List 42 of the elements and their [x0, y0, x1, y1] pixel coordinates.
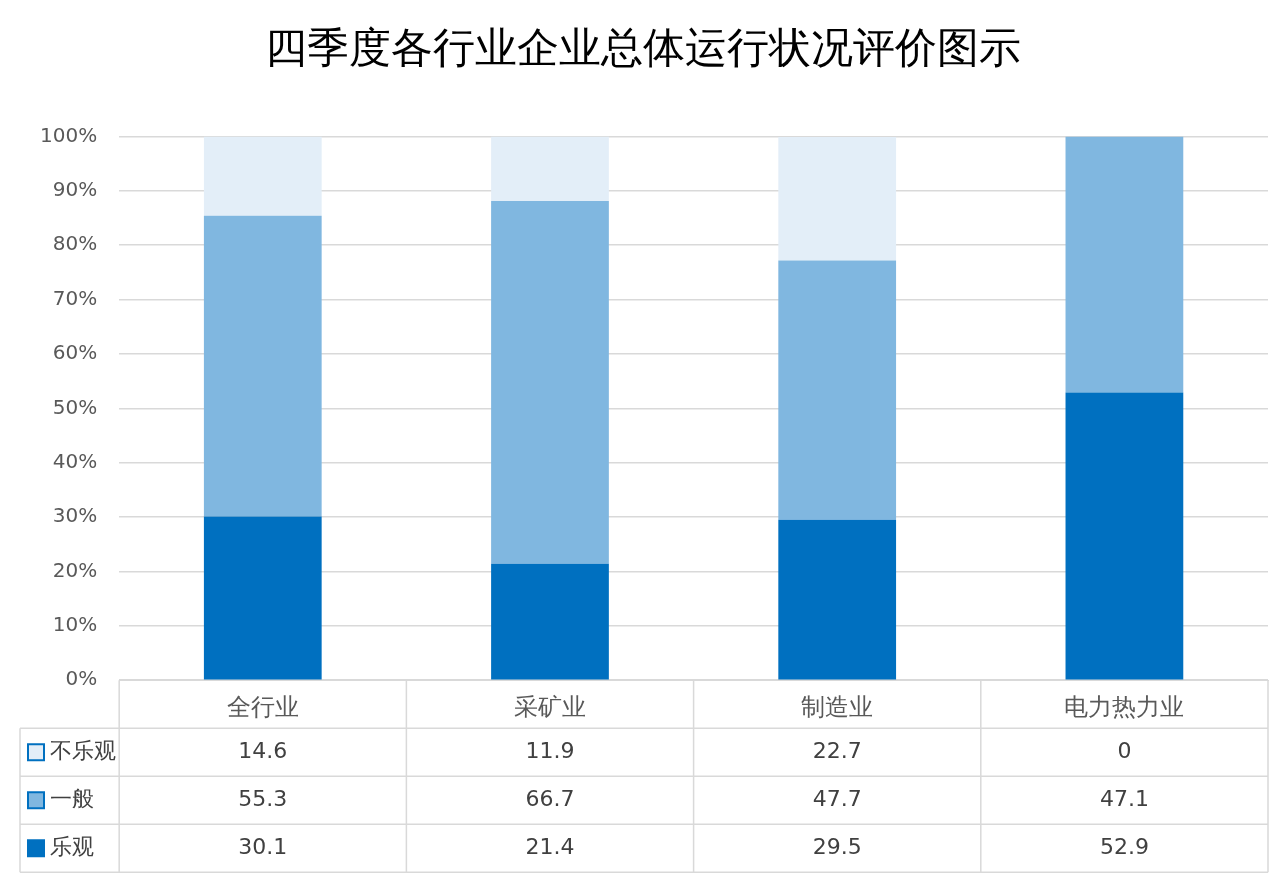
- bar: [491, 563, 609, 680]
- legend-label: 乐观: [50, 833, 94, 859]
- data-label: 22.7: [812, 737, 862, 763]
- y-tick-label: 70%: [52, 285, 98, 310]
- data-label: 11.9: [525, 737, 575, 763]
- y-tick-label: 10%: [52, 612, 98, 637]
- legend-label: 一般: [50, 785, 94, 811]
- x-tick-label: 制造业: [801, 692, 874, 721]
- y-tick-label: 60%: [52, 340, 98, 365]
- y-tick-label: 100%: [39, 122, 98, 147]
- data-label: 0: [1117, 737, 1132, 763]
- y-tick-label: 30%: [52, 503, 98, 528]
- data-label: 55.3: [238, 785, 288, 811]
- bar: [1065, 136, 1184, 393]
- bar: [203, 136, 322, 216]
- bar: [1065, 392, 1184, 680]
- x-tick-label: 全行业: [226, 692, 299, 721]
- bar: [491, 136, 609, 202]
- bar: [491, 201, 609, 564]
- chart-title: 四季度各行业企业总体运行状况评价图示: [265, 23, 1021, 73]
- y-tick-label: 20%: [52, 557, 98, 582]
- y-tick-label: 0%: [65, 666, 98, 691]
- x-tick-label: 电力热力业: [1064, 692, 1185, 721]
- data-label: 52.9: [1099, 833, 1149, 859]
- data-label: 47.7: [812, 785, 862, 811]
- y-tick-label: 90%: [52, 176, 98, 201]
- bar: [203, 215, 322, 517]
- data-label: 47.1: [1099, 785, 1149, 811]
- data-label: 66.7: [525, 785, 575, 811]
- data-label: 30.1: [238, 833, 288, 859]
- data-label: 29.5: [812, 833, 862, 859]
- legend-label: 不乐观: [50, 737, 116, 763]
- y-tick-label: 50%: [52, 394, 98, 419]
- x-tick-label: 采矿业: [513, 692, 586, 721]
- data-label: 14.6: [238, 737, 288, 763]
- y-tick-label: 80%: [52, 231, 98, 256]
- y-tick-label: 40%: [52, 448, 98, 473]
- bar: [778, 260, 897, 520]
- data-label: 21.4: [525, 833, 575, 859]
- bar: [778, 136, 897, 261]
- bar: [203, 516, 322, 680]
- bar: [778, 519, 897, 680]
